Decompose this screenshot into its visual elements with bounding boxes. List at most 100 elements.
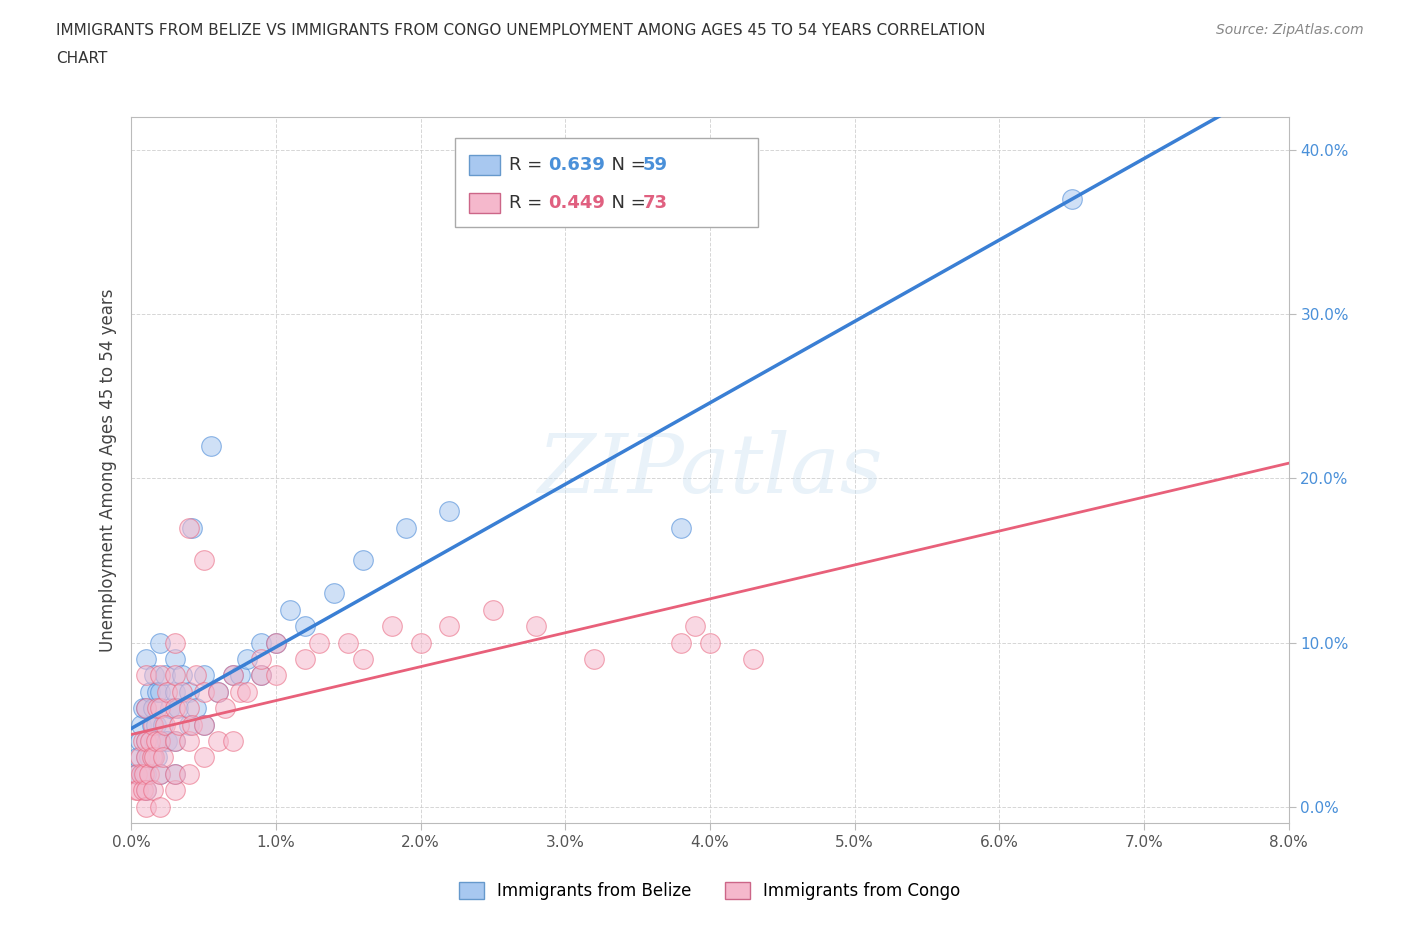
Point: [200, 438, 222, 453]
Point: [146, 684, 169, 699]
Point: [149, 734, 172, 749]
Point: [170, 668, 193, 683]
Point: [138, 750, 160, 764]
Point: [179, 684, 201, 699]
Point: [135, 652, 157, 667]
Point: [132, 783, 155, 798]
Point: [153, 668, 176, 683]
Point: [207, 684, 229, 699]
Point: [181, 520, 204, 535]
Point: [149, 668, 172, 683]
Text: N =: N =: [600, 193, 651, 212]
Point: [129, 734, 152, 749]
Point: [221, 668, 243, 683]
Point: [132, 701, 155, 716]
Point: [143, 668, 166, 683]
Point: [229, 668, 252, 683]
Point: [669, 520, 692, 535]
Point: [250, 668, 273, 683]
Point: [308, 635, 330, 650]
Point: [193, 684, 215, 699]
Point: [250, 652, 273, 667]
Point: [352, 553, 374, 568]
Point: [264, 635, 287, 650]
Point: [131, 717, 153, 732]
Point: [141, 750, 163, 764]
Point: [149, 701, 172, 716]
Point: [186, 701, 208, 716]
Point: [1060, 192, 1083, 206]
Point: [141, 717, 163, 732]
Point: [135, 734, 157, 749]
Point: [159, 701, 181, 716]
Point: [142, 783, 165, 798]
Point: [439, 504, 461, 519]
Point: [250, 668, 273, 683]
Text: Source: ZipAtlas.com: Source: ZipAtlas.com: [1216, 23, 1364, 37]
Point: [337, 635, 360, 650]
Point: [236, 652, 259, 667]
Point: [135, 783, 157, 798]
Point: [294, 652, 316, 667]
Point: [145, 734, 167, 749]
Point: [221, 734, 243, 749]
Point: [264, 668, 287, 683]
Point: [149, 766, 172, 781]
Text: R =: R =: [509, 156, 548, 174]
Point: [179, 717, 201, 732]
Point: [181, 717, 204, 732]
Point: [699, 635, 721, 650]
Point: [149, 684, 172, 699]
Point: [132, 734, 155, 749]
Point: [294, 618, 316, 633]
Point: [156, 734, 179, 749]
Point: [236, 684, 259, 699]
Point: [156, 684, 179, 699]
Text: R =: R =: [509, 193, 548, 212]
Text: 0.449: 0.449: [548, 193, 605, 212]
Point: [179, 701, 201, 716]
Text: IMMIGRANTS FROM BELIZE VS IMMIGRANTS FROM CONGO UNEMPLOYMENT AMONG AGES 45 TO 54: IMMIGRANTS FROM BELIZE VS IMMIGRANTS FRO…: [56, 23, 986, 38]
Point: [127, 750, 149, 764]
Point: [207, 684, 229, 699]
Point: [135, 750, 157, 764]
Point: [134, 766, 156, 781]
Point: [146, 701, 169, 716]
Y-axis label: Unemployment Among Ages 45 to 54 years: Unemployment Among Ages 45 to 54 years: [100, 288, 117, 652]
Point: [583, 652, 606, 667]
Point: [163, 652, 186, 667]
Point: [163, 701, 186, 716]
Point: [124, 783, 146, 798]
Point: [229, 684, 252, 699]
Point: [149, 766, 172, 781]
Point: [163, 766, 186, 781]
Point: [193, 717, 215, 732]
Text: N =: N =: [600, 156, 651, 174]
Point: [439, 618, 461, 633]
Point: [125, 766, 148, 781]
Point: [214, 701, 236, 716]
Point: [163, 734, 186, 749]
Point: [193, 750, 215, 764]
Point: [143, 750, 166, 764]
Point: [186, 668, 208, 683]
Point: [135, 783, 157, 798]
Point: [163, 734, 186, 749]
Point: [170, 684, 193, 699]
Text: ZIPatlas: ZIPatlas: [537, 431, 883, 511]
Point: [149, 734, 172, 749]
Point: [142, 701, 165, 716]
Point: [167, 717, 190, 732]
Point: [179, 766, 201, 781]
Point: [142, 717, 165, 732]
Point: [139, 734, 162, 749]
Point: [135, 701, 157, 716]
Point: [129, 750, 152, 764]
Point: [131, 766, 153, 781]
Point: [135, 750, 157, 764]
Point: [139, 734, 162, 749]
Point: [135, 799, 157, 814]
Point: [409, 635, 432, 650]
Point: [179, 520, 201, 535]
Point: [669, 635, 692, 650]
